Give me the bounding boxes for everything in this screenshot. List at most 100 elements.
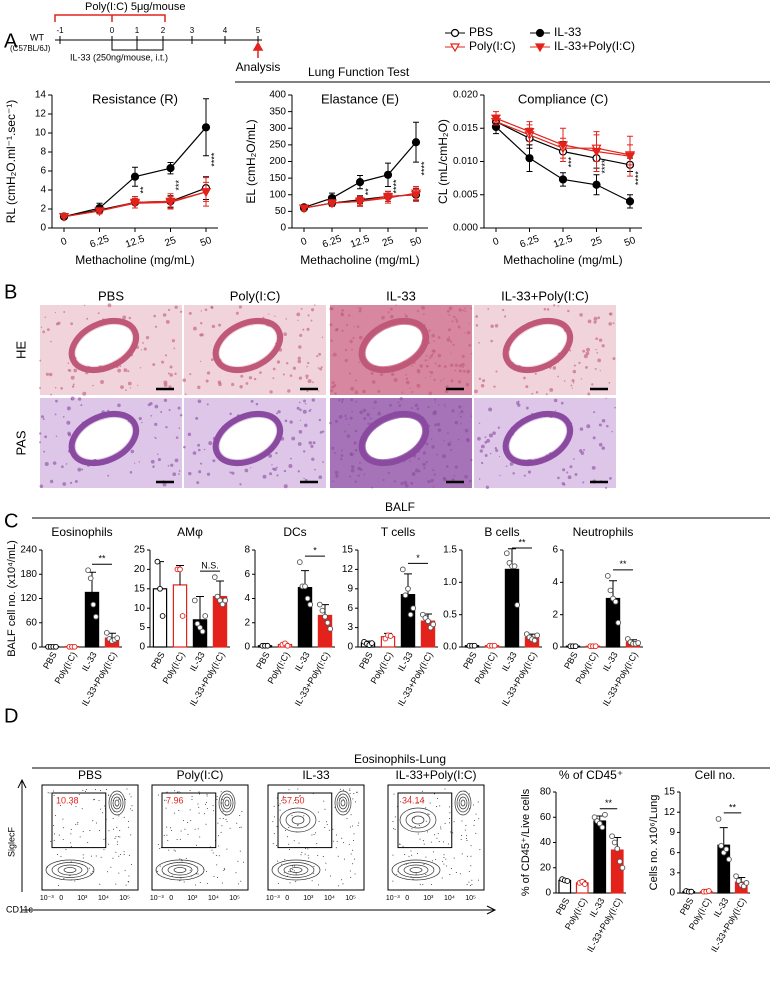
tissue-texture xyxy=(587,319,592,324)
x-tick-label: IL-33+Poly(I:C) xyxy=(709,896,748,954)
event-dot xyxy=(355,801,357,803)
tissue-texture xyxy=(492,431,496,436)
tissue-texture xyxy=(482,379,486,383)
flow-tick-label: 10⁻³ xyxy=(386,895,400,902)
tissue-texture xyxy=(174,305,178,309)
tissue-texture xyxy=(197,443,201,447)
tissue-texture xyxy=(349,372,352,375)
event-dot xyxy=(276,844,278,846)
data-point xyxy=(405,585,411,592)
tissue-texture xyxy=(42,330,46,334)
tissue-texture xyxy=(609,476,612,480)
tissue-texture xyxy=(351,348,353,351)
stain-label: PAS xyxy=(13,430,28,455)
tissue-texture xyxy=(39,441,41,444)
tissue-texture xyxy=(127,370,130,373)
event-dot xyxy=(470,855,472,857)
event-dot xyxy=(118,815,120,817)
tissue-texture xyxy=(55,399,58,403)
chart-title: AMφ xyxy=(177,525,203,539)
tissue-texture xyxy=(422,451,426,455)
tissue-texture xyxy=(417,457,420,460)
section-title: BALF xyxy=(385,500,415,514)
event-dot xyxy=(115,836,117,838)
tissue-texture xyxy=(445,465,449,468)
significance: ** xyxy=(98,554,106,564)
event-dot xyxy=(223,868,225,870)
event-dot xyxy=(272,821,274,823)
tissue-texture xyxy=(390,314,394,319)
event-dot xyxy=(205,803,207,805)
event-dot xyxy=(53,839,55,841)
event-dot xyxy=(283,872,285,874)
contour xyxy=(173,867,187,873)
data-point xyxy=(90,601,97,608)
chart-title: DCs xyxy=(283,525,306,539)
tissue-texture xyxy=(497,426,501,429)
tissue-texture xyxy=(348,423,350,426)
tissue-texture xyxy=(197,385,201,390)
event-dot xyxy=(128,875,130,877)
event-dot xyxy=(325,862,327,864)
event-dot xyxy=(114,838,116,840)
data-point xyxy=(591,814,598,821)
tissue-texture xyxy=(377,389,381,393)
tissue-texture xyxy=(480,444,485,449)
strain-label: (C57BL/6J) xyxy=(10,44,51,53)
airway-wall xyxy=(502,317,574,374)
event-dot xyxy=(442,860,444,862)
event-dot xyxy=(308,857,310,859)
tissue-texture xyxy=(484,440,488,444)
tissue-texture xyxy=(140,349,143,351)
tissue-texture xyxy=(67,369,70,372)
event-dot xyxy=(479,849,481,851)
tissue-texture xyxy=(282,373,285,376)
bar xyxy=(400,594,416,648)
tissue-texture xyxy=(271,464,273,466)
event-dot xyxy=(400,801,402,803)
tissue-texture xyxy=(487,308,490,310)
event-dot xyxy=(108,830,110,832)
y-tick-label: 8 xyxy=(40,147,46,158)
tissue-texture xyxy=(409,387,411,390)
tissue-texture xyxy=(45,372,50,376)
y-tick-label: 14 xyxy=(35,90,47,101)
tissue-texture xyxy=(329,421,332,425)
event-dot xyxy=(166,826,168,828)
tissue-texture xyxy=(72,383,75,386)
event-dot xyxy=(470,885,472,887)
event-dot xyxy=(279,809,281,811)
event-dot xyxy=(317,811,319,813)
contour xyxy=(110,793,124,813)
tissue-texture xyxy=(239,385,243,389)
flow-plot xyxy=(151,784,249,891)
event-dot xyxy=(241,811,243,813)
data-point xyxy=(531,637,538,644)
event-dot xyxy=(412,878,414,880)
flow-x-label: CD11c xyxy=(6,904,33,914)
tissue-texture xyxy=(178,427,181,429)
data-point xyxy=(616,858,623,865)
tissue-texture xyxy=(468,322,470,324)
tissue-texture xyxy=(461,354,465,358)
significance: * xyxy=(416,553,420,563)
flow-tick-label: 10⁵ xyxy=(465,895,476,902)
tissue-texture xyxy=(572,382,575,384)
tissue-texture xyxy=(505,465,508,467)
event-dot xyxy=(119,830,121,832)
event-dot xyxy=(335,834,337,836)
event-dot xyxy=(52,790,54,792)
event-dot xyxy=(92,799,94,801)
significance: ** xyxy=(363,188,373,196)
event-dot xyxy=(411,854,413,856)
y-tick-label: 1.0 xyxy=(443,577,457,588)
x-tick-label: 25 xyxy=(381,235,396,249)
data-point xyxy=(322,613,328,620)
tissue-texture xyxy=(404,483,409,488)
x-tick-label: IL-33 xyxy=(293,650,312,673)
tissue-texture xyxy=(363,473,366,476)
contour xyxy=(458,796,468,810)
marker xyxy=(130,172,140,181)
event-dot xyxy=(115,851,117,853)
event-dot xyxy=(435,806,437,808)
